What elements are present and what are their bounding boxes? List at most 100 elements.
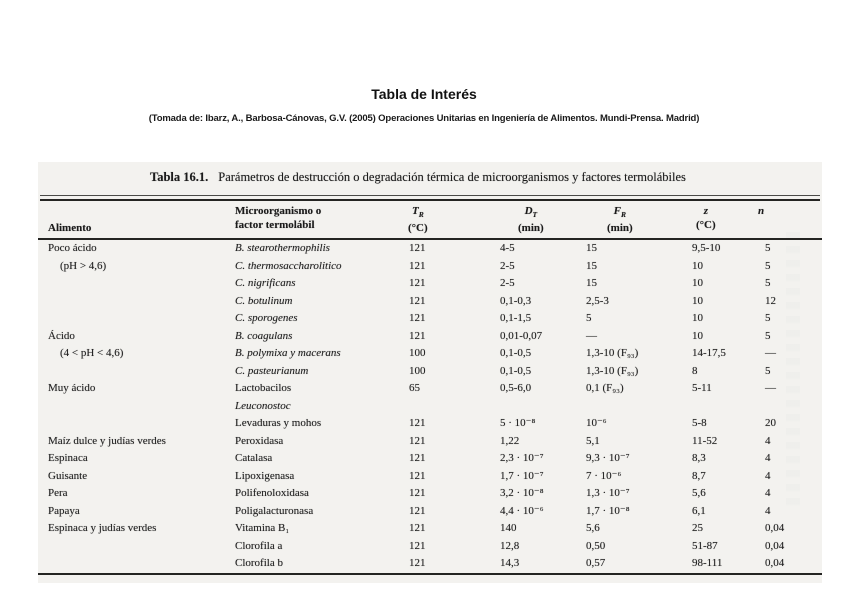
cell-organismo: Clorofila a: [235, 539, 283, 552]
table-row: C. sporogenes 121 0,1-1,5 5 10 5: [38, 310, 822, 328]
cell-n: 4: [765, 487, 771, 500]
cell-n: 20: [765, 417, 776, 430]
cell-fr: 7 · 10⁻⁶: [586, 469, 622, 482]
cell-n: 5: [765, 259, 771, 272]
table-caption-label: Tabla 16.1.: [150, 170, 209, 184]
cell-tr: 100: [409, 347, 426, 360]
cell-organismo: B. polymixa y macerans: [235, 347, 341, 360]
cell-fr: 0,50: [586, 539, 606, 552]
cell-organismo: C. pasteurianum: [235, 364, 309, 377]
caption-divider-rule: [40, 195, 820, 201]
cell-fr: 5: [586, 312, 592, 325]
cell-fr: 10⁻⁶: [586, 417, 607, 430]
cell-fr: 1,7 · 10⁻⁸: [586, 504, 630, 517]
table-row: Papaya Poligalacturonasa 121 4,4 · 10⁻⁶ 1,7 …: [38, 503, 822, 521]
cell-fr: 5,1: [586, 434, 600, 447]
cell-fr: —: [586, 329, 597, 342]
cell-dt: 1,7 · 10⁻⁷: [500, 469, 544, 482]
table-row: Espinaca Catalasa 121 2,3 · 10⁻⁷ 9,3 · 10⁻⁷ 8…: [38, 450, 822, 468]
col-header-z: z (°C): [672, 201, 745, 241]
col-header-dt: DT (min): [480, 201, 575, 241]
cell-alimento: [38, 398, 225, 416]
cell-z: 14-17,5: [692, 347, 726, 360]
cell-n: 4: [765, 469, 771, 482]
cell-organismo: Lactobacilos: [235, 382, 292, 395]
cell-tr: 121: [409, 504, 426, 517]
cell-tr: 121: [409, 522, 426, 535]
cell-alimento: [38, 555, 225, 574]
cell-n: 4: [765, 434, 771, 447]
cell-organismo: Peroxidasa: [235, 434, 284, 447]
cell-z: [672, 398, 745, 416]
tr-subscript: R: [418, 210, 424, 220]
parameters-table: Alimento Microorganismo o factor termolá…: [38, 201, 822, 575]
table-row: Pera Polifenoloxidasa 121 3,2 · 10⁻⁸ 1,3 · 1…: [38, 485, 822, 503]
cell-n: 5: [765, 329, 771, 342]
fr-symbol: F: [613, 205, 621, 217]
cell-tr: 100: [409, 364, 426, 377]
cell-alimento: (pH > 4,6): [60, 259, 107, 272]
cell-fr: [575, 398, 672, 416]
cell-dt: [480, 398, 575, 416]
cell-fr: 0,57: [586, 557, 606, 570]
cell-alimento: Guisante: [48, 469, 88, 482]
cell-tr: 65: [409, 382, 420, 395]
cell-fr: 1,3-10 (F₉₃): [586, 364, 639, 377]
cell-alimento: Poco ácido: [48, 242, 97, 255]
cell-z: 10: [692, 277, 703, 290]
table-header: Alimento Microorganismo o factor termolá…: [38, 201, 822, 241]
table-row: (pH > 4,6) C. thermosaccharolitico 121 2-5 1…: [38, 258, 822, 276]
table-row: C. pasteurianum 100 0,1-0,5 1,3-10 (F₉₃) 8 5: [38, 363, 822, 381]
col-header-micro-line1: Microorganismo o: [235, 205, 322, 217]
cell-n: 0,04: [765, 522, 785, 535]
scan-watermark-strip: [786, 232, 800, 512]
cell-fr: 15: [586, 259, 597, 272]
cell-tr: 121: [409, 452, 426, 465]
cell-tr: [390, 398, 480, 416]
cell-dt: 1,22: [500, 434, 520, 447]
table-row: Poco ácido B. stearothermophilis 121 4-5 15 9…: [38, 239, 822, 258]
cell-tr: 121: [409, 487, 426, 500]
cell-tr: 121: [409, 242, 426, 255]
cell-tr: 121: [409, 329, 426, 342]
cell-tr: 121: [409, 469, 426, 482]
cell-tr: 121: [409, 557, 426, 570]
cell-organismo: Lipoxigenasa: [235, 469, 295, 482]
cell-alimento: Muy ácido: [48, 382, 96, 395]
cell-z: 9,5-10: [692, 242, 721, 255]
table-row: Ácido B. coagulans 121 0,01-0,07 — 10 5: [38, 328, 822, 346]
cell-alimento: Espinaca y judías verdes: [48, 522, 157, 535]
table-caption: Tabla 16.1. Parámetros de destrucción o d…: [150, 170, 802, 185]
cell-z: 6,1: [692, 504, 706, 517]
cell-fr: 2,5-3: [586, 294, 609, 307]
cell-dt: 0,1-0,3: [500, 294, 532, 307]
cell-organismo: B. stearothermophilis: [235, 242, 330, 255]
cell-z: 98-111: [692, 557, 723, 570]
cell-z: 8,7: [692, 469, 706, 482]
cell-fr: 15: [586, 277, 597, 290]
cell-z: 5,6: [692, 487, 706, 500]
cell-n: 0,04: [765, 539, 785, 552]
cell-n: [745, 398, 822, 416]
cell-organismo: B. coagulans: [235, 329, 293, 342]
cell-tr: 121: [409, 294, 426, 307]
cell-dt: 5 · 10⁻⁸: [500, 417, 536, 430]
cell-n: 5: [765, 312, 771, 325]
cell-n: 0,04: [765, 557, 785, 570]
cell-fr: 1,3 · 10⁻⁷: [586, 487, 630, 500]
cell-alimento: Pera: [48, 487, 68, 500]
col-header-n: n: [745, 201, 822, 241]
cell-organismo: Levaduras y mohos: [235, 417, 322, 430]
z-unit: (°C): [696, 218, 716, 231]
cell-organismo: Clorofila b: [235, 557, 283, 570]
fr-subscript: R: [621, 210, 627, 220]
scanned-table-region: Tabla 16.1. Parámetros de destrucción o d…: [38, 162, 822, 583]
cell-organismo: C. sporogenes: [235, 312, 298, 325]
cell-z: 11-52: [692, 434, 718, 447]
cell-alimento: [38, 310, 225, 328]
table-row: C. nigrificans 121 2-5 15 10 5: [38, 275, 822, 293]
cell-organismo: Polifenoloxidasa: [235, 487, 309, 500]
cell-alimento: [38, 538, 225, 556]
cell-dt: 140: [500, 522, 517, 535]
